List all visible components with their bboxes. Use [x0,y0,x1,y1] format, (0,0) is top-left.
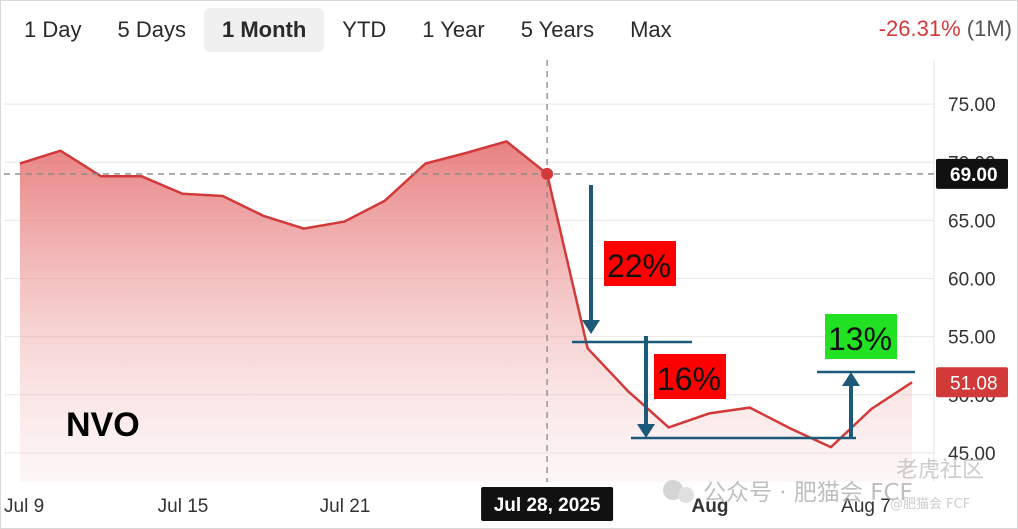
data-point [261,214,265,218]
tab-5-years[interactable]: 5 Years [520,17,595,42]
tab-1-day[interactable]: 1 Day [24,17,82,42]
price-change: -26.31% (1M) [879,16,1012,42]
change-period: (1M) [966,16,1012,41]
data-point [342,220,346,224]
tab-max[interactable]: Max [630,17,672,42]
ticker-label: NVO [66,406,140,444]
data-point [18,161,22,165]
data-point [423,161,427,165]
last-price-tag: 51.08 [936,367,1008,398]
y-tick-label: 45.00 [948,444,996,465]
y-tick-label: 55.00 [948,328,996,349]
x-tick-label: Aug 7 [841,496,891,517]
data-point [59,149,63,153]
x-tick-label: Jul 9 [4,496,44,517]
data-point [302,227,306,231]
annotation-13-percent: 13% [825,314,897,359]
price-area [20,141,912,482]
watermark: 老虎社区 公众号 · 肥猫会 FCF @肥猫会 FCF [663,458,984,512]
x-tick-label: Jul 21 [320,496,371,517]
arrow-rise-13 [842,372,860,437]
data-point [707,411,711,415]
annotation-16-percent-text: 16% [657,361,721,397]
wechat-icon-small [678,487,694,503]
arrow-drop-16 [637,336,655,438]
data-point [140,174,144,178]
arrow-drop-22 [582,185,600,334]
data-point [221,194,225,198]
y-tick-label: 65.00 [948,211,996,232]
last-price-label: 51.08 [950,373,998,394]
y-tick-label: 60.00 [948,270,996,291]
data-point [869,407,873,411]
crosshair-point [541,167,554,180]
data-point [748,406,752,410]
annotations: 22% 16% 13% [572,185,915,440]
watermark-line3: @肥猫会 FCF [890,497,970,512]
y-tick-label: 75.00 [948,95,996,116]
data-point [788,427,792,431]
data-point [829,445,833,449]
data-point [626,389,630,393]
tab-ytd[interactable]: YTD [342,17,387,42]
data-point [910,380,914,384]
x-tick-label: Aug [692,496,729,517]
crosshair [4,60,934,482]
annotation-16-percent: 16% [654,354,726,399]
data-point [545,172,549,176]
x-axis: Jul 9 Jul 15 Jul 21 Jul 28, 2025 Aug Aug 7 [4,487,891,521]
data-point [383,199,387,203]
price-line [19,140,913,449]
annotation-22-percent-text: 22% [607,248,671,284]
crosshair-value-label: 69.00 [950,165,998,186]
data-point [667,425,671,429]
watermark-line2: 老虎社区 [896,458,984,483]
change-percent: -26.31% [878,16,961,41]
data-point [505,139,509,143]
tab-5-days[interactable]: 5 Days [117,17,186,42]
watermark-line1: 公众号 · 肥猫会 FCF [703,480,913,506]
tab-1-year[interactable]: 1 Year [422,17,485,42]
tab-1-month[interactable]: 1 Month [203,8,325,52]
annotation-13-percent-text: 13% [828,321,892,357]
annotation-22-percent: 22% [604,241,676,286]
y-axis: 75.0070.0065.0060.0055.0050.0045.0069.00… [936,95,1008,465]
data-point [586,346,590,350]
range-tabs: 1 Day 5 Days 1 Month YTD 1 Year 5 Years … [6,7,690,53]
data-point [99,174,103,178]
x-tick-label-active: Jul 28, 2025 [494,495,601,516]
x-tick-label: Jul 15 [158,496,209,517]
crosshair-date-tag [481,487,614,521]
crosshair-value-tag: 69.00 [936,158,1008,189]
data-point [180,192,184,196]
data-point [464,151,468,155]
